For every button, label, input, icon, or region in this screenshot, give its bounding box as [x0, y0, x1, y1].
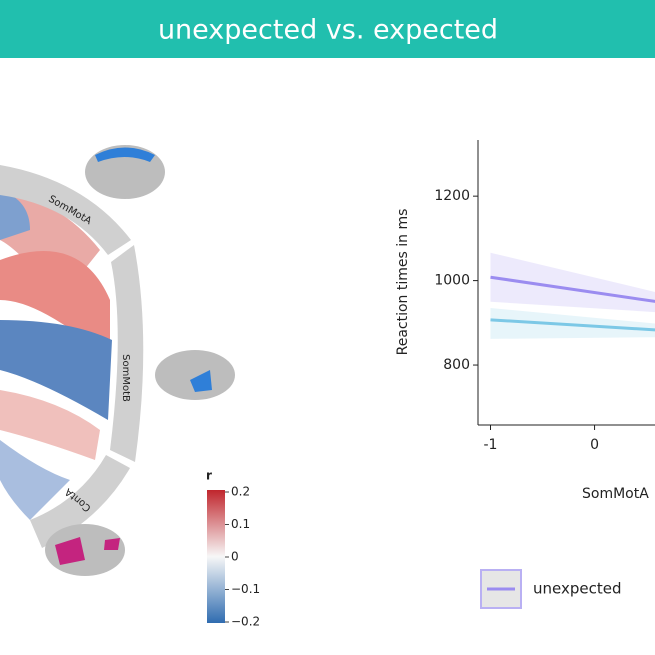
- header-title: unexpected vs. expected: [158, 15, 498, 46]
- brain-region: [104, 538, 120, 550]
- line: [490, 318, 655, 332]
- segment-label: SomMotB: [120, 354, 131, 402]
- brain-region: [55, 537, 85, 565]
- y-tick-label: 1200: [434, 188, 470, 204]
- header-banner: [0, 0, 655, 58]
- ribbon: [0, 190, 30, 240]
- brain-region: [190, 370, 212, 392]
- x-axis-label: SomMotA: [582, 486, 649, 502]
- colorbar-title: r: [206, 469, 212, 483]
- brain-region: [95, 147, 155, 162]
- colorbar-tick-label: 0.2: [231, 485, 250, 499]
- ring-segment: [110, 245, 144, 462]
- y-axis-label: Reaction times in ms: [395, 209, 411, 356]
- colorbar: [207, 490, 225, 623]
- x-tick-label: 0: [590, 437, 599, 453]
- y-tick-label: 1000: [434, 273, 470, 289]
- ring-segment: [0, 165, 131, 255]
- legend-label: unexpected: [533, 580, 621, 598]
- ribbon: [0, 390, 100, 460]
- line: [490, 275, 655, 303]
- x-tick-label: -1: [484, 437, 498, 453]
- ring-segment: [30, 455, 130, 548]
- y-tick-label: 800: [443, 357, 470, 373]
- colorbar-tick-label: −0.1: [231, 582, 260, 596]
- colorbar-tick-label: −0.2: [231, 615, 260, 629]
- ribbon: [0, 440, 70, 520]
- confidence-band: [490, 252, 655, 313]
- colorbar-tick-label: 0: [231, 550, 239, 564]
- colorbar-tick-label: 0.1: [231, 517, 250, 531]
- brain: [155, 350, 235, 400]
- chord-diagram: SomMotA SomMotB ContA: [0, 145, 235, 576]
- ribbon: [0, 320, 112, 420]
